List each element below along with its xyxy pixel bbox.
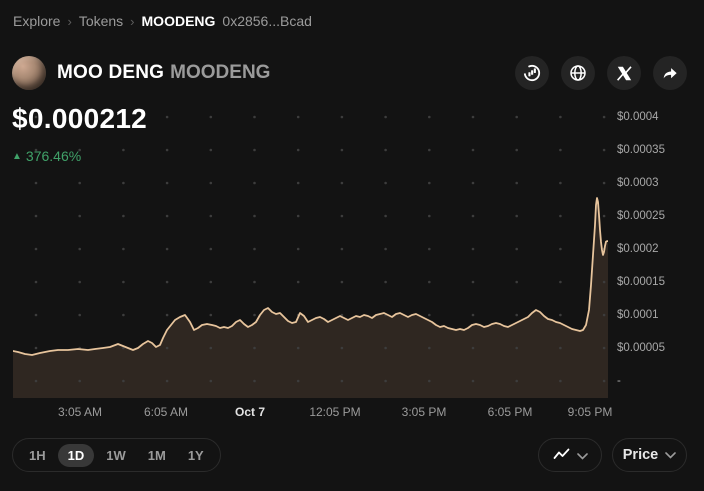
line-chart-icon xyxy=(553,447,570,464)
breadcrumb-tokens[interactable]: Tokens xyxy=(78,13,124,29)
chart-area-fill xyxy=(13,198,608,398)
x-axis-tick: 3:05 AM xyxy=(57,405,103,419)
price-change: ▲ 376.46% xyxy=(12,148,81,164)
token-price: $0.000212 xyxy=(12,103,148,134)
y-axis-tick: $0.0003 xyxy=(617,177,659,189)
twitter-x-button[interactable] xyxy=(607,56,641,90)
etherscan-icon xyxy=(523,64,541,82)
up-arrow-icon: ▲ xyxy=(12,150,22,162)
share-button[interactable] xyxy=(653,56,687,90)
website-button[interactable] xyxy=(561,56,595,90)
token-avatar xyxy=(12,56,46,90)
x-axis: 3:05 AM 6:05 AM Oct 7 12:05 PM 3:05 PM 6:05 P… xyxy=(13,405,612,421)
y-axis-tick: - xyxy=(617,375,621,387)
chart-dot-grid xyxy=(34,115,606,383)
x-axis-tick: 12:05 PM xyxy=(309,405,361,419)
token-name: MOO DENG xyxy=(57,62,165,83)
time-range-selector: 1H 1D 1W 1M 1Y xyxy=(12,438,221,472)
etherscan-button[interactable] xyxy=(515,56,549,90)
breadcrumb: Explore › Tokens › MOODENG 0x2856...Bcad xyxy=(13,13,312,29)
x-axis-tick: 9:05 PM xyxy=(567,405,613,419)
breadcrumb-separator: › xyxy=(67,13,72,29)
token-actions xyxy=(515,56,687,90)
x-axis-tick: 3:05 PM xyxy=(401,405,447,419)
y-axis-tick: $0.00005 xyxy=(617,342,665,354)
time-range-1w[interactable]: 1W xyxy=(96,444,136,467)
chart-price-line xyxy=(13,197,608,356)
twitter-x-icon xyxy=(616,65,632,81)
y-axis-tick: $0.00015 xyxy=(617,276,665,288)
token-title: MOO DENG MOODENG xyxy=(57,62,270,84)
share-icon xyxy=(661,64,679,82)
price-change-value: 376.46% xyxy=(25,148,82,164)
y-axis-tick: $0.00035 xyxy=(617,144,665,156)
price-metric-dropdown[interactable]: Price xyxy=(612,438,687,472)
globe-icon xyxy=(569,64,587,82)
time-range-1m[interactable]: 1M xyxy=(138,444,176,467)
y-axis-tick: $0.0002 xyxy=(617,243,659,255)
breadcrumb-explore[interactable]: Explore xyxy=(13,13,61,29)
y-axis-tick: $0.00025 xyxy=(617,210,665,222)
time-range-1h[interactable]: 1H xyxy=(19,444,56,467)
chart-type-dropdown[interactable] xyxy=(538,438,602,472)
y-axis: $0.0004 $0.00035 $0.0003 $0.00025 $0.0002 $0.… xyxy=(617,110,697,398)
price-metric-label: Price xyxy=(622,447,659,463)
chevron-down-icon xyxy=(665,447,677,463)
breadcrumb-separator: › xyxy=(130,13,135,29)
token-header: MOO DENG MOODENG xyxy=(12,56,270,90)
token-symbol: MOODENG xyxy=(170,62,271,83)
x-axis-tick: 6:05 PM xyxy=(487,405,533,419)
token-address[interactable]: 0x2856...Bcad xyxy=(222,13,312,29)
breadcrumb-token-name: MOODENG xyxy=(141,13,216,29)
chevron-down-icon xyxy=(576,448,588,463)
time-range-1y[interactable]: 1Y xyxy=(178,444,214,467)
x-axis-tick: 6:05 AM xyxy=(143,405,189,419)
y-axis-tick: $0.0004 xyxy=(617,111,659,123)
price-chart[interactable] xyxy=(13,110,608,398)
x-axis-tick: Oct 7 xyxy=(234,405,266,419)
time-range-1d[interactable]: 1D xyxy=(57,443,95,467)
y-axis-tick: $0.0001 xyxy=(617,309,659,321)
